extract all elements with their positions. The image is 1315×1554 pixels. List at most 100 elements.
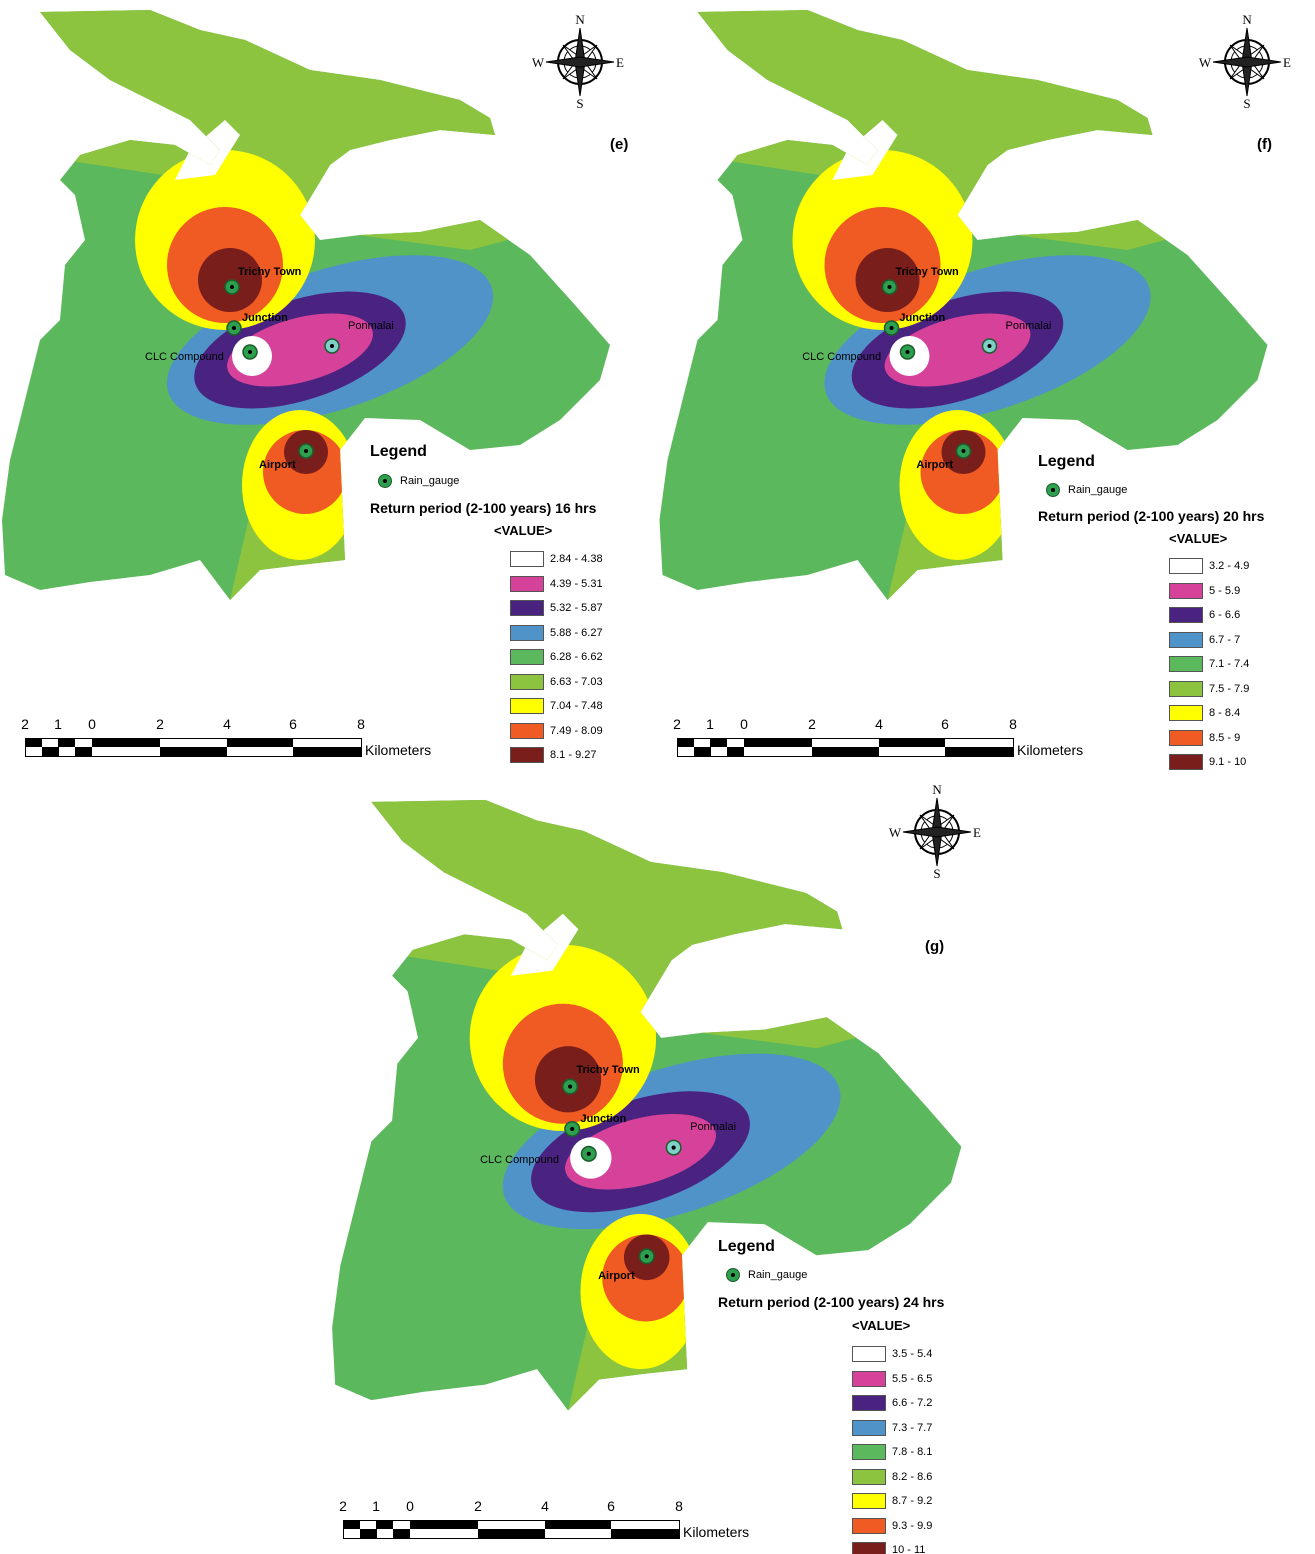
legend-class-item: 7.5 - 7.9	[1169, 677, 1249, 702]
legend-class-list: 2.84 - 4.38 4.39 - 5.31 5.32 - 5.87 5.88 - …	[510, 547, 603, 768]
compass-letter-n: N	[932, 782, 942, 797]
legend-value-header: <VALUE>	[852, 1318, 911, 1333]
rain-gauge-icon	[378, 474, 392, 488]
rain-gauge-marker	[955, 443, 972, 459]
panel-label: (g)	[925, 938, 945, 955]
panel-label: (e)	[610, 136, 629, 153]
scale-tick-label: 6	[941, 716, 949, 732]
rain-gauge-marker	[580, 1145, 597, 1162]
legend-class-range: 5.88 - 6.27	[550, 626, 603, 639]
legend-title: Legend	[718, 1238, 775, 1255]
scale-tick-label: 2	[808, 716, 816, 732]
compass-letter-n: N	[1242, 12, 1252, 27]
legend-swatch	[852, 1493, 886, 1510]
legend-class-range: 3.5 - 5.4	[892, 1348, 933, 1361]
map-panel-f: Trichy Town Junction CLC Compound Ponmalai A…	[657, 0, 1315, 780]
scale-tick-label: 2	[21, 716, 29, 732]
legend-class-item: 8.2 - 8.6	[852, 1465, 932, 1490]
legend-class-range: 7.49 - 8.09	[550, 724, 603, 737]
gauge-label: Airport	[916, 459, 954, 471]
legend-class-item: 5.5 - 6.5	[852, 1367, 932, 1392]
rain-gauge-marker	[883, 320, 900, 336]
scale-bar: 2 1 0 2 4 6 8 Kilometers	[339, 1498, 773, 1548]
rain-gauge-marker	[564, 1120, 581, 1138]
gauge-label: CLC Compound	[802, 351, 882, 363]
gauge-label: Ponmalai	[348, 320, 394, 332]
legend-class-item: 8.5 - 9	[1169, 726, 1249, 751]
rain-gauge-marker	[899, 344, 916, 360]
legend-class-range: 8.7 - 9.2	[892, 1495, 933, 1508]
legend-rain-gauge-row: Rain_gauge	[1046, 483, 1127, 497]
legend-swatch	[1169, 582, 1203, 599]
gauge-label: Trichy Town	[576, 1063, 640, 1076]
legend-swatch	[1169, 680, 1203, 697]
legend-class-list: 3.5 - 5.4 5.5 - 6.5 6.6 - 7.2 7.3 - 7.7 7.8 …	[852, 1342, 932, 1554]
legend-class-item: 9.3 - 9.9	[852, 1514, 932, 1539]
compass-letter-s: S	[576, 96, 583, 111]
legend-class-item: 8 - 8.4	[1169, 701, 1249, 726]
legend-swatch	[510, 747, 544, 764]
legend-swatch	[510, 649, 544, 666]
scale-tick-label: 1	[706, 716, 714, 732]
legend-class-range: 3.2 - 4.9	[1209, 560, 1250, 573]
legend-class-item: 7.3 - 7.7	[852, 1416, 932, 1441]
map-panel-g: Trichy Town Junction CLC Compound Ponmalai A…	[330, 780, 1010, 1554]
legend-class-item: 6.6 - 7.2	[852, 1391, 932, 1416]
legend-class-range: 7.1 - 7.4	[1209, 658, 1250, 671]
compass-letter-w: W	[889, 825, 902, 840]
legend-class-range: 7.3 - 7.7	[892, 1421, 933, 1434]
legend-swatch	[1169, 607, 1203, 624]
legend-class-item: 7.1 - 7.4	[1169, 652, 1249, 677]
scale-tick-label: 1	[54, 716, 62, 732]
interpolated-rainfall-map	[332, 799, 962, 1411]
scale-unit-label: Kilometers	[1017, 742, 1084, 758]
legend-class-item: 10 - 11	[852, 1538, 932, 1554]
legend-class-item: 5 - 5.9	[1169, 579, 1249, 604]
interpolated-rainfall-map	[659, 10, 1268, 600]
scale-tick-label: 2	[156, 716, 164, 732]
scale-tick-label: 4	[223, 716, 231, 732]
legend-title: Legend	[1038, 453, 1095, 470]
gauge-label: Junction	[580, 1112, 627, 1125]
gauge-label: Airport	[259, 459, 296, 471]
scale-tick-label: 8	[1009, 716, 1017, 732]
legend-class-range: 9.1 - 10	[1209, 756, 1247, 769]
legend-class-item: 6.7 - 7	[1169, 628, 1249, 653]
legend-class-item: 9.1 - 10	[1169, 750, 1249, 775]
compass-letter-e: E	[1283, 55, 1291, 70]
scale-bar: 2 1 0 2 4 6 8 Kilometers	[673, 716, 1107, 766]
rain-gauge-marker	[324, 338, 340, 354]
legend-swatch	[852, 1370, 886, 1387]
interpolated-rainfall-map	[2, 10, 610, 600]
legend-rain-gauge-row: Rain_gauge	[378, 474, 459, 488]
rain-gauge-marker	[224, 279, 240, 295]
compass-letter-e: E	[616, 55, 624, 70]
legend-swatch	[852, 1542, 886, 1554]
gauge-label: CLC Compound	[145, 351, 224, 363]
compass-letter-w: W	[532, 55, 545, 70]
compass-letter-n: N	[575, 12, 585, 27]
legend-class-range: 6.7 - 7	[1209, 633, 1241, 646]
scale-tick-label: 8	[357, 716, 365, 732]
legend-swatch	[510, 600, 544, 617]
legend-swatch	[1169, 754, 1203, 771]
legend-class-item: 3.2 - 4.9	[1169, 554, 1249, 579]
legend-class-item: 8.1 - 9.27	[510, 743, 603, 768]
compass-letter-e: E	[973, 825, 981, 840]
gauge-label: Ponmalai	[690, 1121, 737, 1134]
compass-letter-s: S	[933, 866, 940, 881]
compass-letter-s: S	[1243, 96, 1250, 111]
rain-gauge-marker	[298, 443, 314, 459]
legend-class-item: 7.8 - 8.1	[852, 1440, 932, 1465]
legend-class-range: 10 - 11	[892, 1544, 926, 1554]
panel-label: (f)	[1257, 136, 1272, 153]
legend-swatch	[510, 551, 544, 568]
legend-swatch	[510, 722, 544, 739]
legend-return-period: Return period (2-100 years) 20 hrs	[1038, 508, 1265, 524]
scale-tick-label: 8	[675, 1498, 683, 1514]
scale-tick-label: 6	[289, 716, 297, 732]
gauge-label: CLC Compound	[480, 1154, 559, 1167]
legend-class-range: 2.84 - 4.38	[550, 553, 603, 566]
north-arrow-compass-icon: N S E W	[1199, 12, 1291, 111]
scale-unit-label: Kilometers	[683, 1524, 750, 1540]
